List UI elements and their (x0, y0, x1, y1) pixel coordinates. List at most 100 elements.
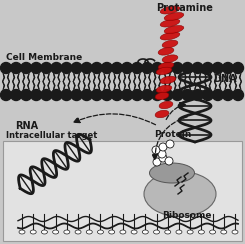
Ellipse shape (120, 230, 126, 234)
Circle shape (158, 150, 166, 158)
Circle shape (0, 62, 12, 73)
Ellipse shape (155, 110, 169, 118)
Circle shape (71, 62, 82, 73)
Ellipse shape (221, 230, 227, 234)
Ellipse shape (164, 12, 184, 20)
Circle shape (51, 62, 62, 73)
Text: Intracellular target: Intracellular target (6, 132, 97, 141)
Circle shape (162, 62, 173, 73)
Text: Protein: Protein (154, 130, 191, 139)
Ellipse shape (160, 76, 176, 84)
Ellipse shape (159, 101, 173, 109)
Circle shape (162, 90, 173, 101)
Ellipse shape (156, 85, 172, 93)
Circle shape (111, 62, 122, 73)
Circle shape (212, 62, 223, 73)
Ellipse shape (160, 32, 180, 40)
Ellipse shape (158, 48, 174, 55)
Ellipse shape (19, 230, 25, 234)
Ellipse shape (232, 230, 238, 234)
Circle shape (192, 90, 203, 101)
Circle shape (61, 62, 72, 73)
Circle shape (159, 143, 167, 151)
Ellipse shape (154, 230, 159, 234)
Circle shape (152, 62, 163, 73)
Circle shape (202, 90, 213, 101)
Circle shape (91, 90, 102, 101)
Ellipse shape (160, 19, 180, 27)
Circle shape (71, 90, 82, 101)
Circle shape (166, 140, 174, 148)
Ellipse shape (86, 230, 92, 234)
Circle shape (142, 90, 153, 101)
Circle shape (91, 62, 102, 73)
Ellipse shape (162, 55, 178, 62)
Circle shape (41, 90, 52, 101)
Ellipse shape (158, 62, 174, 70)
Ellipse shape (156, 67, 172, 75)
Text: Cell Membrane: Cell Membrane (6, 53, 82, 62)
Circle shape (172, 90, 183, 101)
Circle shape (152, 90, 163, 101)
Ellipse shape (30, 230, 36, 234)
Circle shape (142, 62, 153, 73)
Circle shape (222, 62, 233, 73)
Circle shape (233, 62, 244, 73)
Circle shape (101, 90, 112, 101)
Circle shape (132, 90, 143, 101)
Ellipse shape (144, 172, 216, 216)
Circle shape (212, 90, 223, 101)
Bar (3, 141, 242, 241)
Ellipse shape (75, 230, 81, 234)
Ellipse shape (162, 40, 178, 48)
Circle shape (31, 62, 42, 73)
Ellipse shape (149, 163, 195, 183)
Ellipse shape (53, 230, 59, 234)
Ellipse shape (109, 230, 115, 234)
Circle shape (152, 146, 160, 154)
Text: Ribosome: Ribosome (162, 212, 211, 221)
Text: RNA: RNA (15, 121, 38, 131)
Circle shape (11, 90, 22, 101)
Circle shape (222, 90, 233, 101)
Circle shape (61, 90, 72, 101)
Circle shape (81, 90, 92, 101)
Circle shape (132, 62, 143, 73)
Circle shape (233, 90, 244, 101)
Ellipse shape (131, 230, 137, 234)
Circle shape (11, 62, 22, 73)
Circle shape (31, 90, 42, 101)
Ellipse shape (142, 230, 148, 234)
Ellipse shape (41, 230, 48, 234)
Ellipse shape (209, 230, 216, 234)
Circle shape (41, 62, 52, 73)
Circle shape (122, 62, 133, 73)
Circle shape (21, 62, 32, 73)
Ellipse shape (176, 230, 182, 234)
Ellipse shape (160, 6, 180, 14)
Circle shape (165, 157, 173, 165)
Circle shape (51, 90, 62, 101)
Circle shape (0, 90, 12, 101)
Circle shape (122, 90, 133, 101)
Circle shape (182, 90, 193, 101)
Ellipse shape (155, 92, 169, 100)
Text: Protamine: Protamine (157, 3, 213, 13)
Circle shape (182, 62, 193, 73)
Ellipse shape (165, 230, 171, 234)
Circle shape (172, 62, 183, 73)
Ellipse shape (64, 230, 70, 234)
Circle shape (153, 158, 161, 166)
Ellipse shape (187, 230, 193, 234)
Ellipse shape (98, 230, 103, 234)
Ellipse shape (164, 25, 184, 33)
Ellipse shape (198, 230, 204, 234)
Circle shape (159, 154, 167, 162)
Circle shape (111, 90, 122, 101)
Circle shape (101, 62, 112, 73)
Text: DNA: DNA (213, 74, 237, 84)
Circle shape (21, 90, 32, 101)
Circle shape (192, 62, 203, 73)
Circle shape (81, 62, 92, 73)
Bar (0, 0, 245, 144)
